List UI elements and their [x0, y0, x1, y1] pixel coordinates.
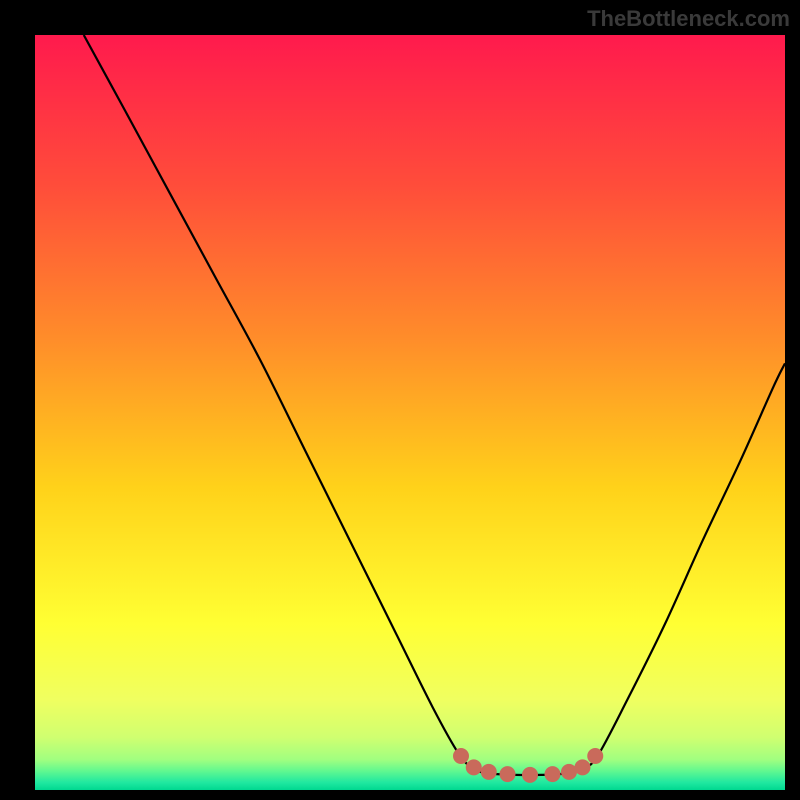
trough-marker — [545, 766, 561, 782]
trough-marker — [481, 764, 497, 780]
watermark-text: TheBottleneck.com — [587, 6, 790, 32]
chart-container: TheBottleneck.com — [0, 0, 800, 800]
bottleneck-curve — [84, 35, 785, 775]
trough-marker — [500, 766, 516, 782]
trough-marker — [453, 748, 469, 764]
trough-marker — [466, 759, 482, 775]
curve-layer — [35, 35, 785, 790]
plot-area — [35, 35, 785, 790]
trough-marker — [575, 759, 591, 775]
trough-marker — [522, 767, 538, 783]
trough-marker — [587, 748, 603, 764]
